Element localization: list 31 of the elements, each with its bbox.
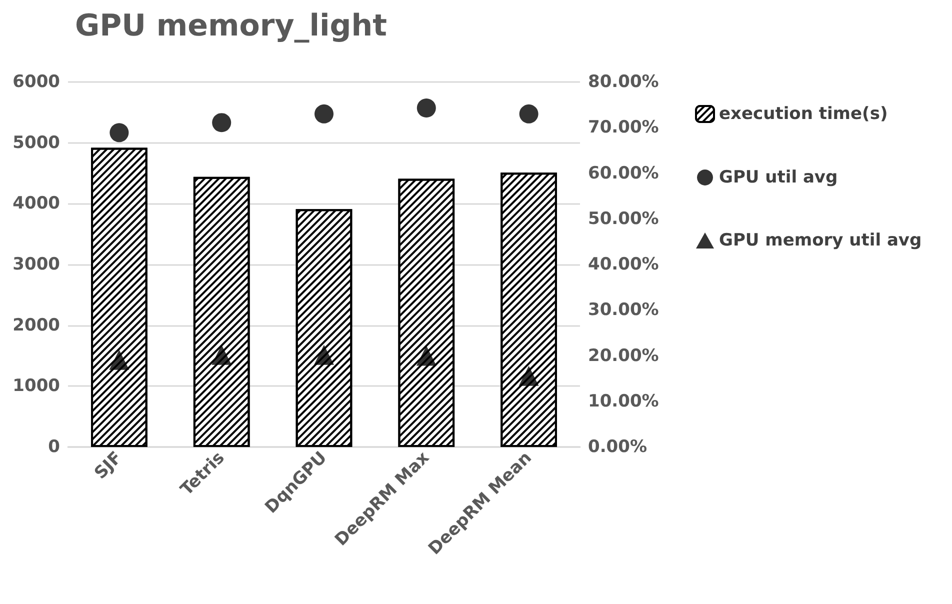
y2-tick-label: 0.00% (588, 437, 647, 457)
y2-tick-label: 50.00% (588, 208, 659, 229)
point (519, 104, 538, 124)
point (212, 113, 232, 132)
y-tick-label: 2000 (12, 315, 60, 336)
point (109, 350, 130, 370)
legend-label: GPU util avg (719, 168, 838, 188)
y2-tick-label: 40.00% (588, 254, 659, 274)
y-tick-label: 5000 (12, 132, 60, 153)
point (110, 123, 129, 142)
x-tick-label: SJF (90, 448, 126, 484)
point (416, 98, 436, 118)
y2-tick-label: 10.00% (588, 391, 659, 412)
point (314, 344, 334, 365)
y-tick-label: 1000 (12, 376, 60, 396)
point (518, 366, 539, 386)
legend-label: execution time(s) (719, 104, 888, 124)
y-tick-label: 4000 (12, 194, 60, 214)
point (212, 344, 232, 365)
point (314, 104, 334, 124)
y2-tick-label: 70.00% (588, 118, 659, 138)
y-tick-label: 6000 (12, 72, 60, 92)
legend-label: GPU memory util avg (719, 230, 922, 250)
y-tick-label: 0 (48, 437, 60, 457)
point (416, 346, 436, 366)
y2-tick-label: 30.00% (588, 300, 659, 320)
y-tick-label: 3000 (12, 254, 60, 274)
y2-tick-label: 20.00% (588, 346, 659, 366)
y2-tick-label: 80.00% (588, 72, 659, 92)
y2-tick-label: 60.00% (588, 163, 659, 184)
chart-title: GPU memory_light (75, 8, 387, 44)
